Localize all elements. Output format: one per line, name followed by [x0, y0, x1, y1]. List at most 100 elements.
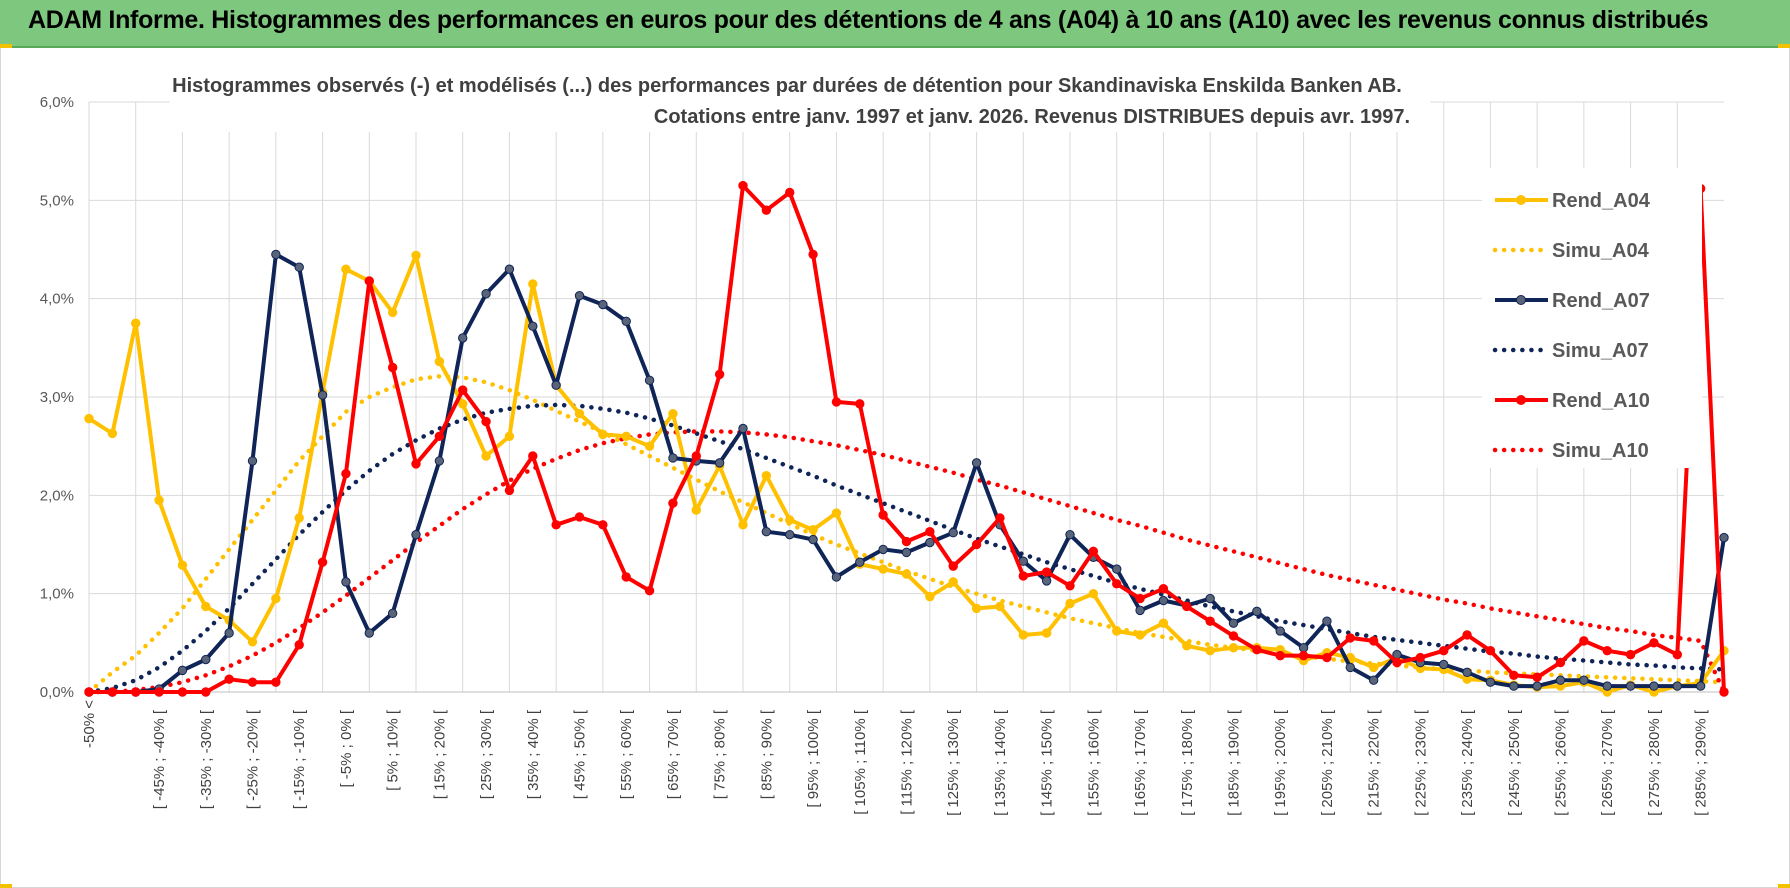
x-tick-label: [ 225% ; 230% [: [1412, 709, 1429, 816]
data-point: [247, 637, 258, 647]
series-line-Simu_A10: [86, 429, 1727, 695]
data-point: [1532, 672, 1542, 682]
data-point: [481, 416, 491, 427]
data-point: [761, 527, 772, 537]
x-tick-label: [ 115% ; 120% [: [899, 709, 916, 815]
x-tick-label: [ 45% ; 50% [: [572, 709, 589, 799]
chart-legend: Rend_A04 Simu_A04 Rend_A07 Simu_A07 Rend_A10…: [1482, 168, 1702, 468]
series-Simu_A07: [86, 402, 1727, 695]
data-point: [1041, 628, 1052, 638]
data-point: [1322, 616, 1332, 626]
data-point: [387, 307, 398, 318]
legend-label: Rend_A07: [1552, 290, 1650, 312]
data-point: [878, 544, 888, 555]
data-point: [1322, 652, 1332, 663]
data-point: [971, 539, 982, 550]
data-point: [387, 362, 398, 373]
data-point: [808, 525, 818, 535]
data-point: [1205, 616, 1215, 626]
data-point: [528, 321, 538, 331]
data-point: [1065, 529, 1075, 540]
data-point: [574, 409, 585, 419]
data-point: [1462, 667, 1472, 678]
data-point: [621, 316, 631, 326]
x-tick-label: [ 125% ; 130% [: [945, 709, 962, 816]
data-point: [528, 279, 538, 289]
corner-accent-left: [0, 44, 12, 48]
data-point: [317, 557, 328, 567]
data-point: [925, 537, 935, 548]
y-axis-ticks: 0,0% 1,0% 2,0% 3,0% 4,0% 5,0% 6,0%: [40, 94, 74, 701]
data-point: [294, 262, 304, 272]
data-point: [1462, 630, 1472, 640]
corner-accent-bottom-left: [0, 884, 12, 888]
data-point: [434, 431, 445, 442]
data-point: [1625, 649, 1636, 660]
data-point: [855, 557, 865, 567]
data-point: [84, 413, 94, 424]
legend-label: Simu_A07: [1552, 340, 1649, 362]
data-point: [1345, 662, 1355, 673]
x-tick-label: [ 75% ; 80% [: [712, 709, 729, 799]
data-point: [551, 520, 561, 530]
data-point: [458, 385, 468, 395]
x-tick-label: [ 185% ; 190% [: [1226, 709, 1243, 816]
x-tick-label: [ -45% ; -40% [: [151, 709, 168, 809]
data-point: [434, 456, 445, 466]
data-point: [341, 469, 351, 479]
data-point: [1368, 675, 1379, 685]
data-point: [761, 205, 772, 215]
data-point: [738, 423, 748, 434]
data-point: [271, 677, 281, 687]
data-point: [878, 510, 888, 520]
chart-subtitle: Cotations entre janv. 1997 et janv. 2026…: [654, 106, 1410, 128]
legend-item-Rend_A04: Rend_A04: [1495, 190, 1651, 212]
data-point: [201, 654, 211, 665]
data-point: [1275, 650, 1285, 661]
data-point: [621, 431, 631, 442]
legend-label: Rend_A10: [1552, 390, 1650, 412]
data-point: [1041, 576, 1052, 586]
y-tick-label: 0,0%: [40, 684, 74, 701]
data-point: [1602, 646, 1612, 656]
data-point: [1135, 630, 1145, 640]
data-point: [598, 429, 608, 440]
data-point: [1485, 646, 1496, 656]
series-Rend_A07: [84, 249, 1729, 697]
data-point: [1065, 581, 1075, 591]
data-point: [691, 505, 701, 515]
data-point: [1298, 643, 1309, 653]
x-tick-label: [ 195% ; 200% [: [1272, 709, 1289, 816]
x-tick-label: [ 175% ; 180% [: [1179, 709, 1196, 816]
data-point: [1555, 657, 1566, 668]
data-point: [1065, 598, 1075, 609]
legend-marker: [1516, 295, 1526, 305]
x-tick-label: [ 95% ; 100% [: [805, 709, 822, 807]
data-point: [738, 180, 748, 191]
data-point: [785, 529, 795, 540]
y-tick-label: 3,0%: [40, 389, 74, 406]
data-point: [1649, 681, 1659, 691]
data-point: [1368, 662, 1379, 673]
x-tick-label: [ 215% ; 220% [: [1366, 709, 1383, 816]
data-point: [714, 369, 725, 380]
data-point: [831, 397, 842, 407]
data-point: [1555, 675, 1566, 685]
data-point: [177, 560, 188, 570]
data-point: [598, 299, 608, 310]
x-tick-label: [ 145% ; 150% [: [1039, 709, 1056, 816]
data-point: [434, 356, 445, 367]
x-tick-label: [ 155% ; 160% [: [1085, 709, 1102, 816]
chart-grid: [88, 101, 1724, 693]
legend-item-Simu_A04: Simu_A04: [1492, 240, 1650, 262]
data-point: [1228, 618, 1239, 628]
data-point: [831, 508, 842, 518]
data-point: [831, 572, 842, 582]
data-point: [1158, 584, 1169, 594]
data-point: [107, 687, 118, 697]
data-point: [971, 603, 982, 614]
data-point: [644, 586, 655, 596]
x-tick-label: [ 85% ; 90% [: [758, 709, 775, 799]
data-point: [1018, 571, 1028, 581]
y-tick-label: 6,0%: [40, 94, 74, 111]
